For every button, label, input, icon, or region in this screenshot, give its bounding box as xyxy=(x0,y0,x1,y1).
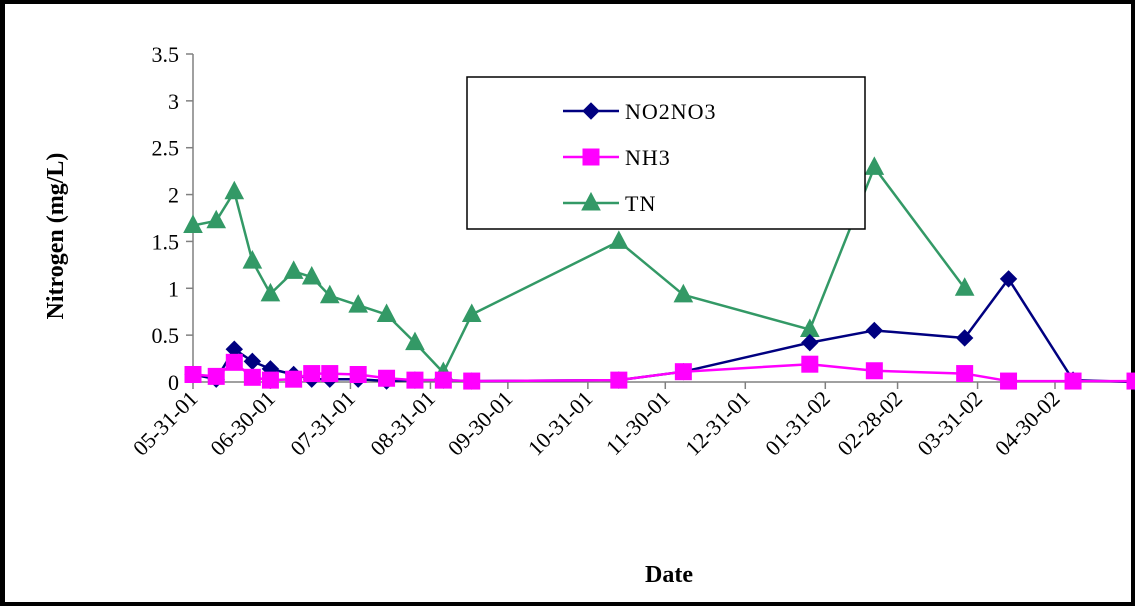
x-tick-label: 06-30-01 xyxy=(205,386,280,461)
data-point-nh3 xyxy=(261,371,279,389)
series-layer xyxy=(183,156,1135,391)
legend-item-tn: TN xyxy=(563,191,656,216)
data-point-tn xyxy=(673,283,694,303)
data-point-nh3 xyxy=(184,366,202,384)
series-nh3 xyxy=(184,353,1135,390)
x-tick-label: 01-31-02 xyxy=(760,386,835,461)
legend-label-tn: TN xyxy=(625,191,656,216)
y-tick-label: 0 xyxy=(168,370,179,395)
legend-marker-tn xyxy=(581,191,601,211)
series-tn xyxy=(183,156,975,381)
data-point-nh3 xyxy=(434,371,452,389)
data-point-tn xyxy=(319,284,340,304)
data-point-tn xyxy=(283,260,304,279)
x-axis-ticks: 05-31-01 06-30-01 07-31-01 08-31-01 09-30-01… xyxy=(128,382,1065,461)
data-point-tn xyxy=(609,230,629,249)
data-point-nh3 xyxy=(225,353,243,371)
y-tick-label: 2.5 xyxy=(152,136,180,161)
legend-label-no2no3: NO2NO3 xyxy=(625,99,717,124)
x-tick-label: 05-31-01 xyxy=(128,386,203,461)
data-point-nh3 xyxy=(1064,372,1082,390)
x-tick-label: 07-31-01 xyxy=(285,386,360,461)
legend: NO2NO3 NH3 TN xyxy=(466,76,866,230)
x-tick-label: 09-30-01 xyxy=(443,386,518,461)
legend-item-nh3: NH3 xyxy=(563,145,671,170)
x-axis-title: Date xyxy=(645,562,693,588)
data-point-nh3 xyxy=(801,355,819,373)
y-tick-label: 3.5 xyxy=(152,42,180,67)
data-point-nh3 xyxy=(610,371,628,389)
data-point-no2no3 xyxy=(999,270,1018,288)
y-tick-label: 1 xyxy=(168,276,179,301)
legend-marker-no2no3 xyxy=(582,102,600,120)
data-point-tn xyxy=(348,294,369,313)
legend-box xyxy=(466,76,866,230)
data-point-tn xyxy=(954,277,975,296)
legend-marker-nh3 xyxy=(582,148,600,166)
nitrogen-line-chart: 0 0.5 1 1.5 2 2.5 3 3.5 05-31-01 06-30-01 07-31-0… xyxy=(43,42,1135,588)
x-tick-label: 02-28-02 xyxy=(832,386,907,461)
y-tick-label: 3 xyxy=(168,89,179,114)
data-point-no2no3 xyxy=(955,329,974,347)
data-point-nh3 xyxy=(303,365,321,383)
data-point-nh3 xyxy=(243,368,261,386)
data-point-nh3 xyxy=(285,370,303,388)
data-point-nh3 xyxy=(378,369,396,387)
data-point-tn xyxy=(461,303,482,323)
y-tick-label: 1.5 xyxy=(152,229,180,254)
x-tick-label: 11-30-01 xyxy=(601,386,675,460)
y-axis-title: Nitrogen (mg/L) xyxy=(43,153,69,320)
data-point-no2no3 xyxy=(243,352,262,371)
data-point-nh3 xyxy=(406,371,424,389)
data-point-tn xyxy=(260,282,281,302)
series-line-tn xyxy=(192,166,966,374)
data-point-tn xyxy=(864,156,885,175)
y-tick-label: 0.5 xyxy=(152,323,180,348)
x-tick-label: 03-31-02 xyxy=(912,386,987,461)
data-point-tn xyxy=(206,209,227,229)
data-point-tn xyxy=(183,214,203,233)
legend-label-nh3: NH3 xyxy=(625,145,671,170)
data-point-nh3 xyxy=(865,362,883,380)
legend-item-no2no3: NO2NO3 xyxy=(563,99,717,124)
x-tick-label: 08-31-01 xyxy=(365,386,440,461)
data-point-nh3 xyxy=(463,372,481,390)
data-point-nh3 xyxy=(956,365,974,383)
data-point-no2no3 xyxy=(865,321,884,340)
data-point-tn xyxy=(224,180,245,200)
data-point-tn xyxy=(301,265,322,285)
y-tick-label: 2 xyxy=(168,183,179,208)
data-point-nh3 xyxy=(207,367,225,385)
data-point-tn xyxy=(405,331,425,351)
data-point-no2no3 xyxy=(801,333,819,352)
data-point-nh3 xyxy=(321,365,339,383)
data-point-tn xyxy=(376,303,397,323)
x-tick-label: 10-31-01 xyxy=(523,386,598,461)
data-point-nh3 xyxy=(349,366,367,384)
data-point-nh3 xyxy=(674,363,692,381)
y-axis-ticks: 0 0.5 1 1.5 2 2.5 3 3.5 xyxy=(152,42,193,395)
data-point-tn xyxy=(242,250,263,269)
data-point-nh3 xyxy=(1126,372,1135,390)
data-point-nh3 xyxy=(1000,372,1018,390)
x-tick-label: 12-31-01 xyxy=(680,386,755,461)
x-tick-label: 04-30-02 xyxy=(990,386,1065,461)
